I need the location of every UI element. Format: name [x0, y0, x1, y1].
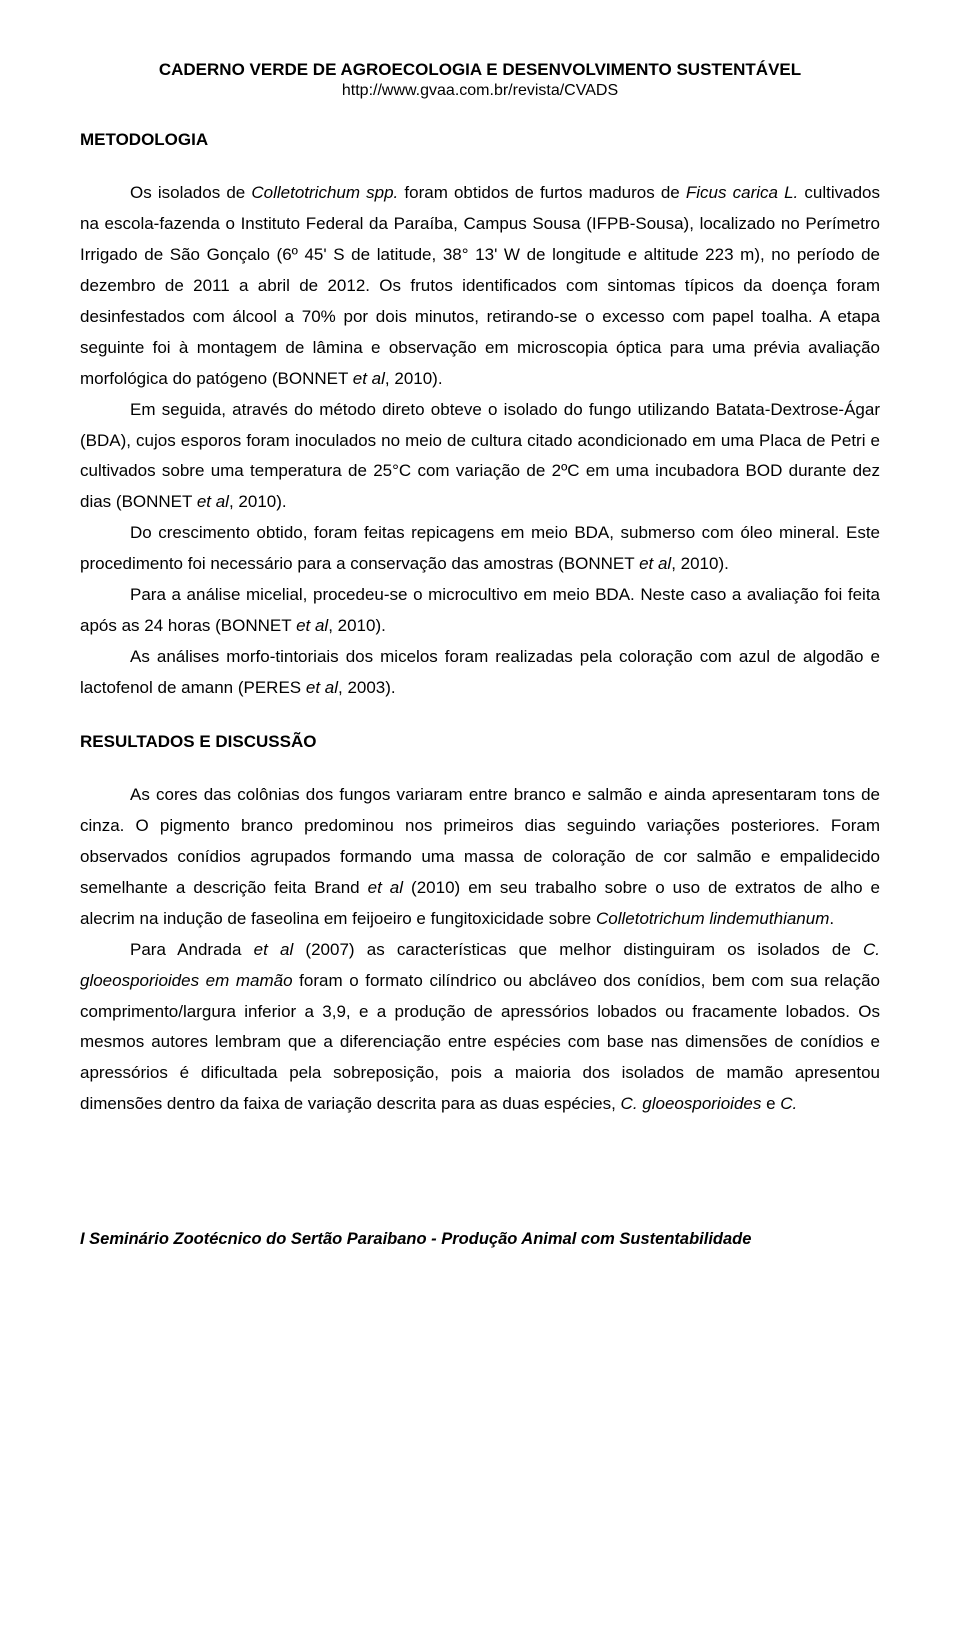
species-name: C. gloeosporioides	[621, 1094, 762, 1113]
et-al: et al	[639, 554, 671, 573]
paragraph-4: Para a análise micelial, procedeu-se o m…	[80, 580, 880, 642]
text-span: As análises morfo-tintoriais dos micelos…	[80, 647, 880, 697]
species-name: Colletotrichum spp.	[251, 183, 398, 202]
et-al: et al	[306, 678, 338, 697]
text-span: , 2010).	[328, 616, 386, 635]
paragraph-6: As cores das colônias dos fungos variara…	[80, 780, 880, 935]
metodologia-body: Os isolados de Colletotrichum spp. foram…	[80, 178, 880, 704]
text-span: , 2010).	[671, 554, 729, 573]
paragraph-5: As análises morfo-tintoriais dos micelos…	[80, 642, 880, 704]
paragraph-2: Em seguida, através do método direto obt…	[80, 395, 880, 519]
journal-url: http://www.gvaa.com.br/revista/CVADS	[80, 82, 880, 100]
species-name: Ficus carica L.	[686, 183, 798, 202]
text-span: cultivados na escola-fazenda o Instituto…	[80, 183, 880, 388]
text-span: , 2003).	[338, 678, 396, 697]
page-footer: I Seminário Zootécnico do Sertão Paraiba…	[80, 1230, 880, 1249]
section-metodologia-heading: METODOLOGIA	[80, 130, 880, 150]
paragraph-7: Para Andrada et al (2007) as característ…	[80, 935, 880, 1121]
paragraph-3: Do crescimento obtido, foram feitas repi…	[80, 518, 880, 580]
text-span: , 2010).	[385, 369, 443, 388]
et-al: et al	[254, 940, 294, 959]
text-span: e	[761, 1094, 780, 1113]
et-al: et al	[368, 878, 403, 897]
text-span: foram o formato cilíndrico ou abcláveo d…	[80, 971, 880, 1114]
text-span: Do crescimento obtido, foram feitas repi…	[80, 523, 880, 573]
journal-title: CADERNO VERDE DE AGROECOLOGIA E DESENVOL…	[80, 60, 880, 80]
text-span: , 2010).	[229, 492, 287, 511]
text-span: Para a análise micelial, procedeu-se o m…	[80, 585, 880, 635]
text-span: foram obtidos de furtos maduros de	[398, 183, 686, 202]
et-al: et al	[197, 492, 229, 511]
resultados-body: As cores das colônias dos fungos variara…	[80, 780, 880, 1120]
paragraph-1: Os isolados de Colletotrichum spp. foram…	[80, 178, 880, 395]
section-resultados-heading: RESULTADOS E DISCUSSÃO	[80, 732, 880, 752]
text-span: .	[829, 909, 834, 928]
species-name: Colletotrichum lindemuthianum	[596, 909, 829, 928]
et-al: et al	[353, 369, 385, 388]
et-al: et al	[296, 616, 328, 635]
text-span: Os isolados de	[130, 183, 251, 202]
species-name: C.	[780, 1094, 797, 1113]
text-span: Para Andrada	[130, 940, 254, 959]
text-span: (2007) as características que melhor dis…	[293, 940, 863, 959]
